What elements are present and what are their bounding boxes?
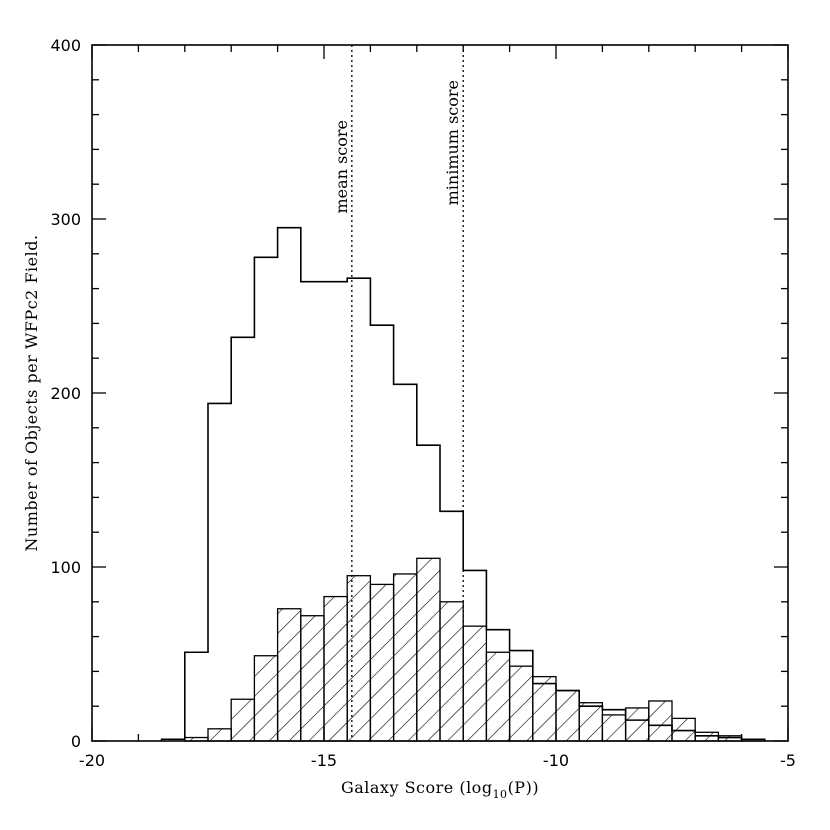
hatched-bar xyxy=(416,558,440,741)
annotations: mean score minimum score xyxy=(332,45,464,741)
hatched-bar xyxy=(602,714,626,741)
hatched-bar xyxy=(347,575,371,741)
hatched-bar xyxy=(509,666,533,741)
tick-labels: -20 -15 -10 -5 0 100 200 300 400 xyxy=(50,36,796,770)
x-tick-label: -10 xyxy=(543,751,569,770)
axes xyxy=(91,44,789,742)
hatched-bar xyxy=(741,739,765,741)
hatched-bar xyxy=(208,728,232,741)
hatched-bar xyxy=(579,702,603,741)
y-tick-label: 300 xyxy=(50,210,81,229)
hatched-bar xyxy=(718,735,742,741)
hatched-bar xyxy=(486,652,510,741)
hatched-bar xyxy=(625,707,649,741)
hatched-bar xyxy=(277,608,301,741)
hatched-bar xyxy=(370,584,394,741)
hatched-bar xyxy=(324,596,348,741)
annotation-label: mean score xyxy=(332,120,351,214)
hatched-bar xyxy=(393,573,417,741)
hatched-bar xyxy=(556,690,580,741)
x-tick-label: -20 xyxy=(79,751,105,770)
hatched-bar xyxy=(695,732,719,741)
y-tick-label: 0 xyxy=(71,732,81,751)
x-tick-label: -5 xyxy=(780,751,796,770)
y-axis-label: Number of Objects per WFPc2 Field. xyxy=(22,234,41,551)
hatched-bar xyxy=(231,699,255,741)
hatched-bar xyxy=(184,737,208,741)
hatched-bar xyxy=(440,601,464,741)
annotation-label: minimum score xyxy=(443,80,462,205)
hatched-bar xyxy=(648,700,672,741)
y-tick-label: 100 xyxy=(50,558,81,577)
y-tick-label: 400 xyxy=(50,36,81,55)
x-axis-label: Galaxy Score (log10(P)) xyxy=(341,778,539,801)
hatched-bar xyxy=(672,718,696,741)
hatched-bar xyxy=(300,615,324,741)
plot-area xyxy=(160,226,766,742)
x-tick-label: -15 xyxy=(311,751,337,770)
hatched-bar xyxy=(254,655,278,741)
y-tick-label: 200 xyxy=(50,384,81,403)
hatched-bar xyxy=(463,626,487,741)
hatched-bar xyxy=(532,676,556,741)
